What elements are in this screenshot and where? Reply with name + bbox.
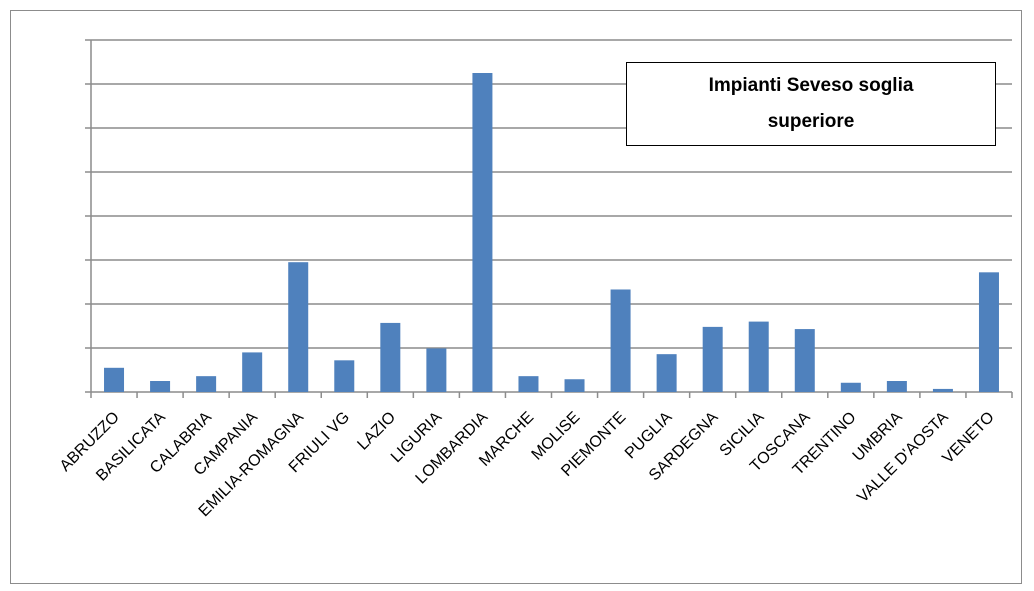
bar-lombardia xyxy=(472,73,493,392)
bar-sicilia xyxy=(748,321,769,392)
bar-piemonte xyxy=(610,289,631,392)
bar-trentino xyxy=(840,382,861,392)
bar-friuli-vg xyxy=(334,360,355,392)
legend-box: Impianti Seveso soglia superiore xyxy=(626,62,996,146)
legend-label: Impianti Seveso soglia superiore xyxy=(708,75,914,132)
bar-umbria xyxy=(886,381,907,392)
bar-liguria xyxy=(426,348,447,392)
category-labels: ABRUZZOBASILICATACALABRIACAMPANIAEMILIA-… xyxy=(57,409,998,521)
bar-marche xyxy=(518,376,539,392)
bar-toscana xyxy=(794,329,815,392)
bar-campania xyxy=(242,352,263,392)
bars xyxy=(104,73,999,392)
bar-lazio xyxy=(380,322,401,392)
bar-valle-d-aosta xyxy=(932,388,953,392)
bar-calabria xyxy=(196,376,217,392)
bar-abruzzo xyxy=(104,367,125,392)
bar-veneto xyxy=(978,272,999,392)
bar-sardegna xyxy=(702,326,723,392)
x-tick-label: LAZIO xyxy=(354,409,399,454)
bar-puglia xyxy=(656,354,677,392)
bar-basilicata xyxy=(150,381,171,392)
bar-molise xyxy=(564,379,585,392)
bar-emilia-romagna xyxy=(288,262,309,392)
